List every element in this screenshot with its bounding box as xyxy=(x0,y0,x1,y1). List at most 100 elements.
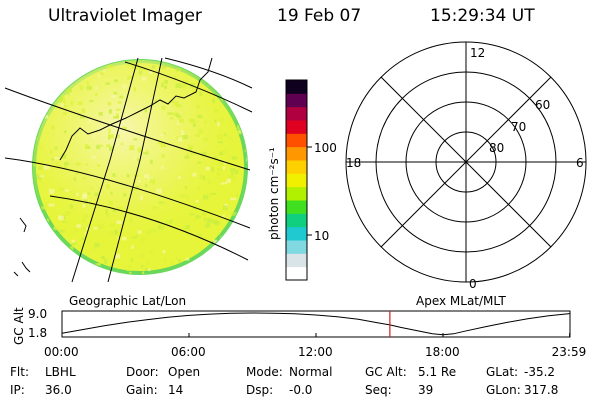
disk-pixel xyxy=(201,151,207,157)
disk-pixel xyxy=(236,110,242,113)
disk-pixel xyxy=(189,213,195,216)
disk-pixel xyxy=(122,84,127,89)
disk-pixel xyxy=(107,264,114,267)
disk-pixel xyxy=(83,214,89,218)
disk-pixel xyxy=(94,242,100,247)
disk-pixel xyxy=(48,189,55,194)
disk-pixel xyxy=(197,114,203,119)
disk-pixel xyxy=(198,129,204,134)
disk-pixel xyxy=(223,133,227,137)
disk-pixel xyxy=(148,71,153,74)
disk-pixel xyxy=(80,226,86,230)
disk-pixel xyxy=(236,194,239,197)
latlon-grid xyxy=(4,57,253,283)
disk-pixel xyxy=(108,109,112,114)
disk-pixel xyxy=(226,178,231,183)
disk-pixel xyxy=(222,214,225,218)
disk-pixel xyxy=(66,88,72,93)
disk-pixel xyxy=(129,145,135,151)
disk-pixel xyxy=(140,195,143,201)
disk-pixel xyxy=(54,63,58,68)
bright-region xyxy=(33,60,247,274)
disk-pixel xyxy=(236,231,240,235)
disk-pixel xyxy=(164,85,167,89)
disk-pixel xyxy=(175,256,178,260)
disk-pixel xyxy=(196,104,200,109)
disk-pixel xyxy=(213,66,217,70)
disk-pixel xyxy=(57,97,63,101)
disk-pixel xyxy=(110,191,113,195)
disk-pixel xyxy=(35,87,39,92)
disk-pixel xyxy=(212,77,215,81)
mlt-label-6: 6 xyxy=(576,156,584,170)
disk-pixel xyxy=(160,143,167,148)
disk-pixel xyxy=(229,176,236,181)
footer-value: 36.0 xyxy=(45,383,72,397)
disk-pixel xyxy=(214,119,217,123)
disk-pixel xyxy=(147,268,151,272)
disk-pixel xyxy=(199,91,203,97)
disk-pixel xyxy=(63,268,66,273)
colorbar-segment xyxy=(286,213,307,228)
disk-pixel xyxy=(92,246,97,250)
disk-pixel xyxy=(217,168,223,172)
disk-pixel xyxy=(46,271,49,274)
colorbar-segment xyxy=(286,106,307,121)
lon-line xyxy=(71,57,139,283)
disk-pixel xyxy=(228,174,234,178)
disk-pixel xyxy=(195,270,199,274)
disk-pixel xyxy=(110,94,117,98)
disk-pixel xyxy=(143,174,149,178)
colorbar-segment xyxy=(286,186,307,201)
disk-pixel xyxy=(190,268,195,271)
disk-pixel xyxy=(199,267,204,271)
altitude-xtick-label: 18:00 xyxy=(425,345,460,359)
disk-pixel xyxy=(61,153,67,159)
disk-pixel xyxy=(50,90,55,96)
disk-pixel xyxy=(138,71,142,75)
disk-pixel xyxy=(161,165,164,170)
disk-pixel xyxy=(152,206,158,210)
polar-diagonal xyxy=(380,76,552,248)
disk-pixel xyxy=(51,70,56,75)
disk-pixel xyxy=(126,173,130,178)
disk-pixel xyxy=(90,186,93,190)
disk-pixel xyxy=(203,194,209,200)
disk-pixel xyxy=(58,215,64,221)
disk-pixel xyxy=(188,118,195,122)
disk-pixel xyxy=(123,193,127,197)
disk-pixel xyxy=(149,178,156,183)
disk-pixel xyxy=(87,192,90,195)
disk-pixel xyxy=(175,83,182,88)
disk-pixel xyxy=(37,145,42,149)
disk-pixel xyxy=(213,239,218,245)
disk-pixel xyxy=(94,192,99,197)
disk-pixel xyxy=(36,174,42,180)
disk-pixel xyxy=(54,267,60,271)
disk-pixel xyxy=(197,161,202,164)
disk-pixel xyxy=(108,134,114,139)
disk-pixel xyxy=(186,153,189,156)
disk-pixel xyxy=(100,72,105,76)
disk-pixel xyxy=(84,144,89,149)
disk-pixel xyxy=(220,118,224,123)
disk-pixel xyxy=(131,258,134,263)
disk-pixel xyxy=(182,134,188,140)
disk-pixel xyxy=(39,175,44,178)
disk-pixel xyxy=(131,64,138,69)
date-label: 19 Feb 07 xyxy=(277,6,362,26)
disk-pixel xyxy=(138,66,144,71)
disk-pixel xyxy=(51,125,55,130)
disk-pixel xyxy=(64,162,69,166)
disk-pixel xyxy=(105,209,108,214)
footer-value: 39 xyxy=(418,383,434,397)
disk-pixel xyxy=(245,219,247,224)
disk-pixel xyxy=(116,108,121,111)
disk-pixel xyxy=(134,156,137,160)
disk-pixel xyxy=(163,132,166,135)
disk-pixel xyxy=(130,188,137,191)
footer-label: Dsp: xyxy=(246,383,274,397)
disk-pixel xyxy=(108,200,113,206)
disk-pixel xyxy=(63,220,67,223)
disk-pixel xyxy=(208,180,212,185)
